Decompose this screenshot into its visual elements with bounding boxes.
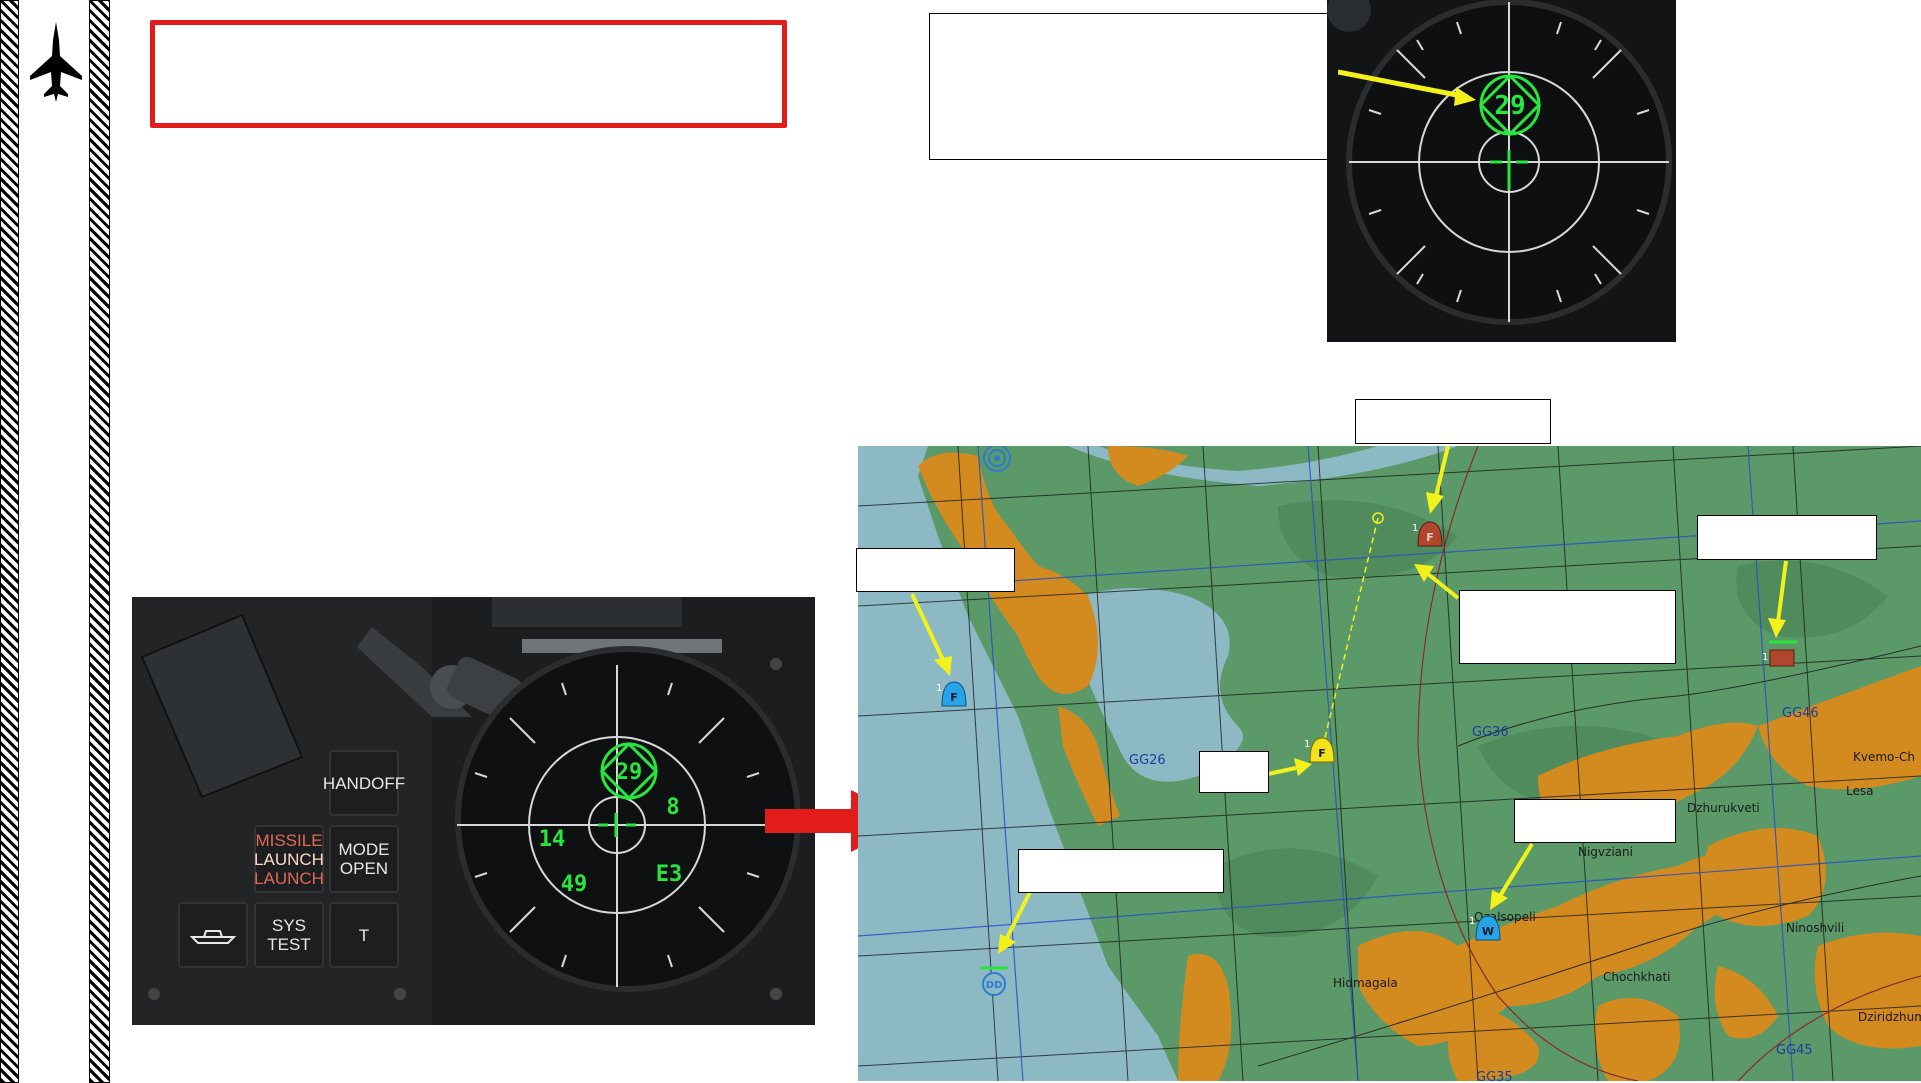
marker-f-red[interactable]: F 1 [1412,521,1443,547]
town-dziridzhum: Dziridzhum [1858,1010,1921,1024]
rwr-threat-49: 49 [561,872,588,897]
marker-f-red-label: F [1426,531,1434,544]
rwr-threat-14: 14 [539,827,566,852]
rwr-threat-e3: E3 [656,862,683,887]
grid-label-gg45: GG45 [1776,1043,1813,1058]
title-highlight-box [150,20,787,128]
mode-button[interactable]: MODE OPEN [329,825,399,893]
rwr-threat-8: 8 [666,795,679,820]
marker-sam-red-count: 1 [1762,652,1768,663]
grid-label-gg35: GG35 [1476,1070,1513,1081]
rwr-zoom-threat-label: 29 [1494,91,1525,121]
grid-label-gg36: GG36 [1472,725,1509,740]
callout-map-center [1459,590,1676,664]
ship-button[interactable] [178,902,248,968]
handoff-button[interactable]: HANDOFF [323,750,405,816]
callout-map-top [1355,399,1551,444]
launch-label-1: LAUNCH [254,849,324,869]
marker-f-yellow[interactable]: F 1 [1304,737,1335,763]
marker-f-yellow-count: 1 [1304,739,1310,750]
marker-f-blue-label: F [950,691,958,704]
marker-dd-ship[interactable]: DD [980,966,1008,996]
sys-test-button[interactable]: SYS TEST [254,902,324,968]
marker-f-blue-count: 1 [936,683,942,694]
missile-label: MISSILE [255,830,323,850]
callout-map-bottom-left [1018,849,1224,893]
sidebar-left-stripe [0,0,19,1083]
marker-f-yellow-label: F [1318,747,1326,760]
marker-sam-red[interactable]: 1 [1762,640,1797,667]
open-label: OPEN [339,859,389,878]
callout-map-small [1199,751,1269,793]
town-nigvziani: Nigvziani [1578,845,1633,859]
town-lesa: Lesa [1846,784,1873,798]
callout-map-left [856,548,1015,592]
callout-map-right-top [1697,515,1877,560]
marker-dd-label: DD [986,980,1003,991]
town-chochkhati: Chochkhati [1603,970,1670,984]
marker-w-blue-count: 1 [1469,916,1475,927]
marker-w-blue[interactable]: W 1 [1469,915,1501,941]
grid-label-gg26: GG26 [1129,753,1166,768]
t-label: T [358,925,370,945]
grid-label-gg46: GG46 [1782,706,1819,721]
marker-f-blue[interactable]: F 1 [936,681,967,707]
jet-silhouette-icon [30,22,82,102]
town-kvemo: Kvemo-Ch [1853,750,1915,764]
mode-label: MODE [338,840,390,859]
handoff-label: HANDOFF [322,773,406,793]
missile-launch-button[interactable]: MISSILE LAUNCH LAUNCH [254,825,324,893]
marker-f-red-count: 1 [1412,523,1418,534]
town-dzhurukveti: Dzhurukveti [1687,801,1760,815]
rwr-threat-29: 29 [616,760,643,785]
sys-test-label: SYS TEST [267,916,311,954]
town-hidmagala: Hidmagala [1333,976,1398,990]
marker-w-blue-label: W [1482,925,1494,938]
town-ninoshvili: Ninoshvili [1786,921,1844,935]
sidebar-right-stripe [89,0,110,1083]
callout-rwr-symbol [929,13,1338,160]
t-button[interactable]: T [329,902,399,968]
callout-arrow [1338,69,1476,106]
rwr-zoom-display: 29 [1327,0,1676,342]
cockpit-panel: 29 8 14 49 E3 HANDOFF MISSILE LAUNCH LAU… [132,597,815,1025]
callout-map-mid-right [1514,799,1676,843]
launch-label-2: LAUNCH [254,868,324,888]
ship-icon [190,930,236,944]
